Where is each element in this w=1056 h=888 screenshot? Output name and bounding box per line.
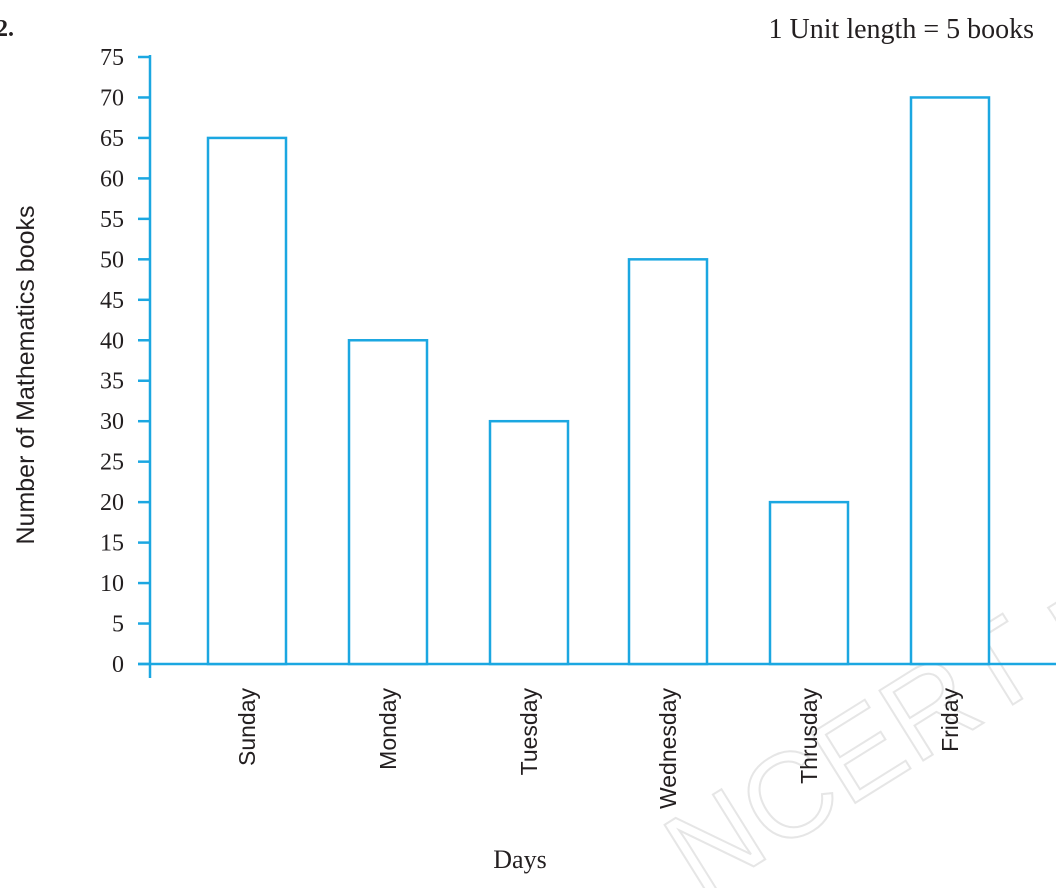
bar-wednesday (627, 258, 709, 666)
bar-monday (347, 339, 429, 666)
bar-sunday (206, 136, 288, 666)
y-tick-label: 25 (100, 450, 124, 476)
bar-tuesday (488, 419, 570, 666)
y-tick-label: 30 (100, 409, 124, 435)
x-axis-title: Days (493, 845, 546, 874)
bars (206, 96, 991, 666)
category-label-sunday: Sunday (234, 688, 260, 767)
y-tick-label: 10 (100, 571, 124, 597)
bar-thrusday (768, 500, 850, 666)
y-tick-label: 15 (100, 531, 124, 557)
category-label-friday: Friday (937, 688, 963, 752)
y-tick-label: 55 (100, 207, 124, 233)
y-tick-label: 0 (112, 652, 124, 678)
category-label-wednesday: Wednesday (655, 688, 681, 810)
scale-note: 1 Unit length = 5 books (769, 14, 1034, 45)
y-tick-label: 5 (112, 612, 124, 638)
y-tick-label: 40 (100, 328, 124, 354)
y-tick-label: 75 (100, 45, 124, 71)
category-label-thrusday: Thrusday (796, 688, 822, 784)
y-tick-label: 20 (100, 490, 124, 516)
y-tick-label: 45 (100, 288, 124, 314)
y-axis-title: Number of Mathematics books (12, 205, 40, 544)
category-label-monday: Monday (375, 688, 401, 770)
category-label-tuesday: Tuesday (516, 688, 542, 776)
y-tick-label: 70 (100, 85, 124, 111)
y-tick-label: 50 (100, 247, 124, 273)
category-labels: Sunday Monday Tuesday Wednesday Thrusday Frid… (234, 688, 963, 810)
question-number: 2. (0, 16, 14, 42)
y-axis: 0 5 10 15 20 25 30 35 40 45 50 55 60 65 70 75 (100, 45, 152, 678)
y-tick-label: 35 (100, 369, 124, 395)
bar-friday (909, 96, 991, 666)
y-tick-label: 65 (100, 126, 124, 152)
y-tick-label: 60 (100, 166, 124, 192)
